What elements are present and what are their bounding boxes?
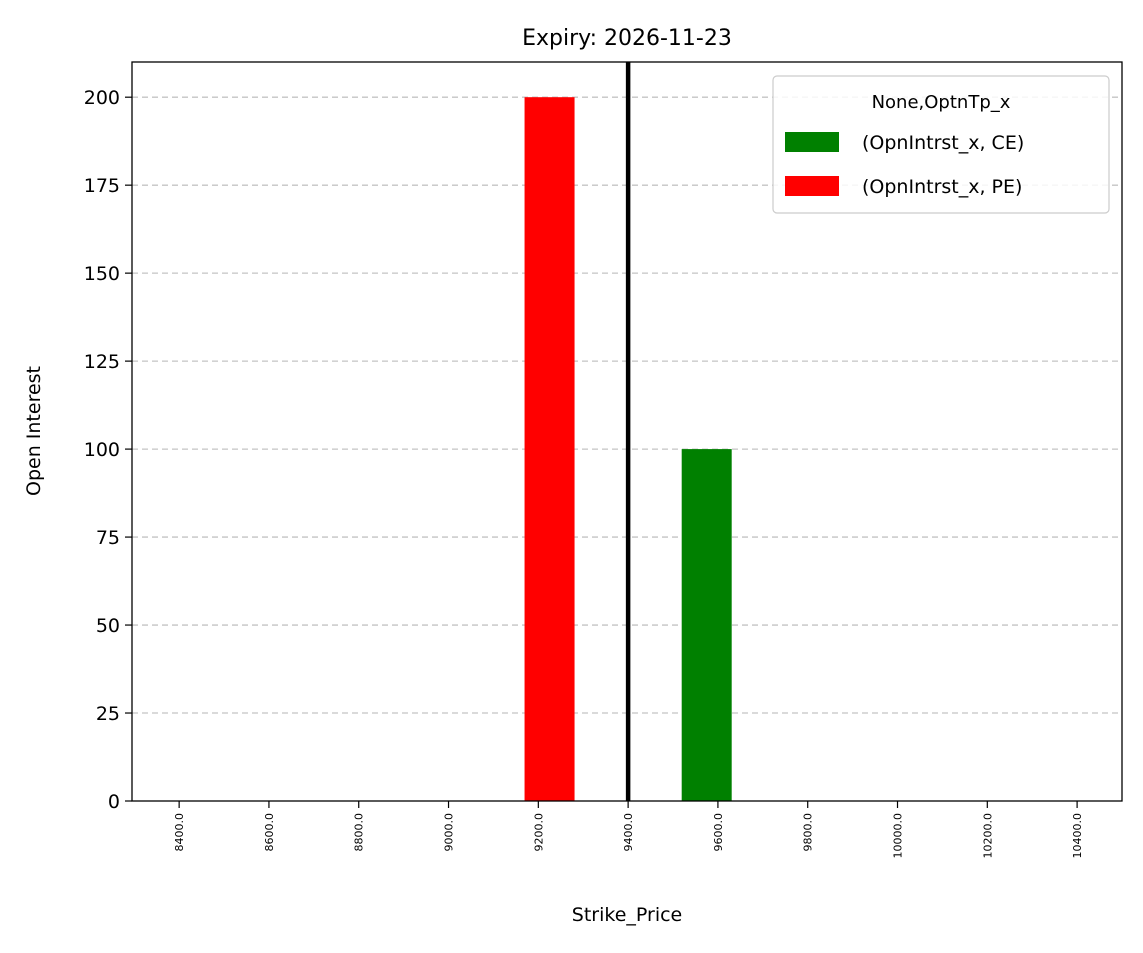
plot-area-frame bbox=[131, 61, 1123, 802]
x-tick-label: 8400.0 bbox=[173, 813, 186, 852]
bar bbox=[681, 449, 732, 801]
x-axis-label: Strike_Price bbox=[572, 904, 682, 926]
legend-title: None,OptnTp_x bbox=[872, 92, 1011, 113]
legend-swatch bbox=[785, 132, 839, 152]
x-tick-label: 8800.0 bbox=[353, 813, 366, 852]
legend-entries: (OpnIntrst_x, CE) (OpnIntrst_x, PE) bbox=[785, 132, 1024, 198]
x-tick-label: 8600.0 bbox=[263, 813, 276, 852]
y-tick-label: 25 bbox=[96, 703, 120, 725]
legend-swatch bbox=[785, 176, 839, 196]
y-tick-label: 50 bbox=[96, 615, 120, 637]
legend-entry-label: (OpnIntrst_x, CE) bbox=[862, 132, 1024, 154]
x-tick-label: 10200.0 bbox=[981, 813, 994, 859]
x-tick-label: 10000.0 bbox=[892, 813, 905, 859]
x-tick-label: 9600.0 bbox=[712, 813, 725, 852]
y-tick-label: 125 bbox=[84, 351, 120, 373]
legend-box bbox=[772, 75, 1110, 214]
y-tick-label: 0 bbox=[108, 791, 120, 813]
y-tick-label: 150 bbox=[84, 263, 120, 285]
y-axis-ticks: 0 25 50 75 100 125 150 175 200 bbox=[84, 87, 132, 813]
y-axis-label: Open Interest bbox=[23, 366, 45, 496]
x-tick-label: 9000.0 bbox=[443, 813, 456, 852]
bar bbox=[524, 97, 575, 801]
x-tick-label: 9200.0 bbox=[532, 813, 545, 852]
y-tick-label: 175 bbox=[84, 175, 120, 197]
legend-entry-label: (OpnIntrst_x, PE) bbox=[862, 176, 1022, 198]
x-tick-label: 9400.0 bbox=[622, 813, 635, 852]
y-tick-label: 75 bbox=[96, 527, 120, 549]
bars bbox=[524, 97, 732, 801]
chart-title: Expiry: 2026-11-23 bbox=[522, 26, 732, 51]
x-tick-label: 9800.0 bbox=[802, 813, 815, 852]
x-tick-label: 10400.0 bbox=[1071, 813, 1084, 859]
legend: None,OptnTp_x (OpnIntrst_x, CE)(OpnIntrs… bbox=[772, 75, 1110, 214]
x-axis-ticks: 8400.0 8600.0 8800.0 9000.0 9200.0 9400.0 9600… bbox=[173, 801, 1084, 859]
y-tick-label: 100 bbox=[84, 439, 120, 461]
y-tick-label: 200 bbox=[84, 87, 120, 109]
